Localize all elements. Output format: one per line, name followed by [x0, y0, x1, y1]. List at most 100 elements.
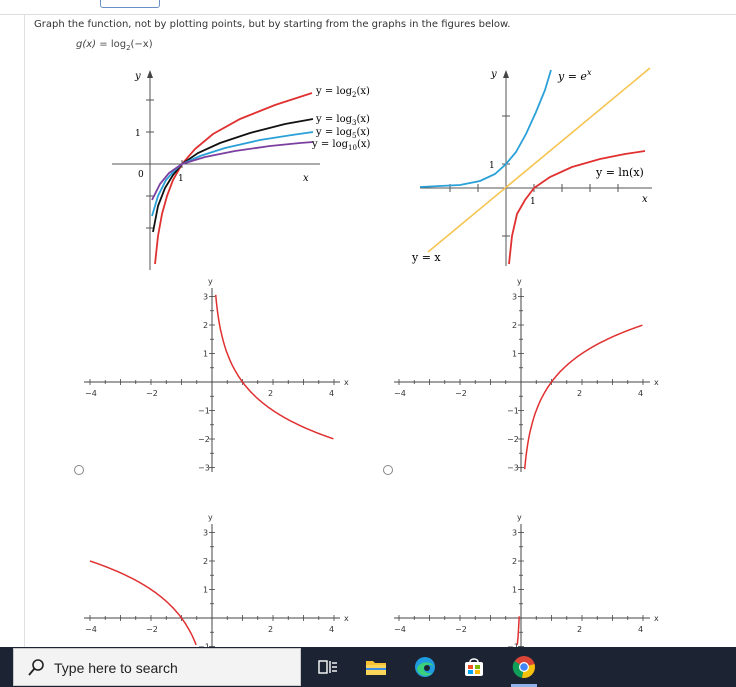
top-bar [0, 0, 736, 15]
y-one-label: 1 [135, 129, 141, 139]
search-placeholder: Type here to search [54, 660, 178, 676]
y-tick-label: −2 [507, 435, 519, 444]
function-expression: g(x) = log2(−x) [76, 39, 153, 52]
option-graph-4: −4 −2 2 4 3 2 1 −1 x y [394, 513, 659, 648]
windows-taskbar: Type here to search [0, 647, 736, 687]
y-tick-label: 2 [512, 557, 517, 566]
x-tick-label: −2 [146, 389, 158, 398]
x-axis-label: x [654, 378, 659, 387]
function-base: 2 [126, 44, 131, 52]
option-1-radio[interactable] [74, 465, 84, 475]
y-tick-label: −2 [198, 435, 210, 444]
file-explorer-icon[interactable] [364, 655, 388, 679]
log-reference-graph: y x 1 0 1 y = log2(x) y = log3(x) y = lo… [112, 70, 370, 270]
edge-browser-icon[interactable] [413, 655, 437, 679]
legend-log10: y = log10(x) [311, 139, 370, 152]
y-axis-label: y [208, 513, 213, 522]
legend-log5: y = log5(x) [315, 127, 370, 140]
y-axis-label: y [517, 513, 522, 522]
ln-curve [508, 150, 646, 265]
origin-label: 0 [138, 170, 144, 180]
y-tick-label: 2 [203, 321, 208, 330]
option-axes: −4 −2 2 4 3 2 1 −1 x y [394, 513, 659, 648]
top-button[interactable] [100, 0, 160, 8]
y-tick-label: −1 [198, 407, 210, 416]
chrome-icon[interactable] [512, 655, 536, 679]
option-2-curve [523, 324, 643, 470]
function-name: g(x) [76, 39, 97, 50]
y-tick-label: 2 [512, 321, 517, 330]
identity-label: y = x [411, 251, 441, 264]
x-axis-label: x [654, 614, 659, 623]
option-3-curve [89, 560, 197, 646]
legend-log3: y = log3(x) [315, 114, 370, 127]
left-border [24, 14, 25, 647]
y-tick-label: −3 [507, 464, 519, 473]
option-4-curve [516, 616, 520, 645]
x-tick-label: −4 [85, 625, 97, 634]
x-tick-label: 4 [329, 389, 334, 398]
x-tick-label: −2 [455, 625, 467, 634]
identity-line [427, 67, 651, 253]
y-tick-label: 1 [512, 586, 517, 595]
function-eq: = log [96, 39, 127, 50]
y-tick-label: −3 [198, 464, 210, 473]
y-axis-label: y [134, 71, 141, 82]
exp-ln-reference-graph: y x 1 1 y = ex y = ln(x) y = x [411, 67, 652, 266]
ln-label: y = ln(x) [595, 166, 644, 179]
y-tick-label: 1 [203, 586, 208, 595]
x-axis-label: x [642, 194, 648, 205]
option-graph-2: −4 −2 2 4 3 2 1 −1 −2 −3 x y [394, 277, 659, 472]
x-tick-label: −4 [85, 389, 97, 398]
exp-curve [419, 69, 552, 188]
question-text: Graph the function, not by plotting poin… [34, 19, 511, 30]
x-tick-label: 4 [638, 625, 643, 634]
chrome-active-indicator [511, 684, 537, 687]
x-tick-label: 2 [577, 389, 582, 398]
x-tick-label: 4 [638, 389, 643, 398]
option-1-curve [214, 294, 334, 440]
log5-curve [151, 131, 314, 217]
option-axes: −4 −2 2 4 3 2 1 −1 −2 −3 x y [84, 277, 349, 472]
x-tick-label: −4 [394, 625, 406, 634]
option-axes: −4 −2 2 4 3 2 1 −1 x y [84, 513, 349, 648]
y-tick-label: 1 [512, 350, 517, 359]
x-axis-label: x [344, 378, 349, 387]
y-tick-label: 3 [512, 293, 517, 302]
store-icon[interactable] [462, 655, 486, 679]
y-axis-label: y [490, 69, 497, 80]
y-tick-label: −1 [198, 643, 210, 649]
x-tick-label: 2 [268, 625, 273, 634]
legend-log2: y = log2(x) [315, 86, 370, 99]
y-tick-label: 3 [203, 293, 208, 302]
x-tick-label: −2 [455, 389, 467, 398]
y-tick-label: −1 [507, 407, 519, 416]
search-icon [28, 659, 44, 676]
y-tick-label: −1 [507, 643, 519, 649]
x-axis-label: x [303, 173, 309, 184]
log10-curve [151, 141, 314, 201]
option-axes: −4 −2 2 4 3 2 1 −1 −2 −3 x y [394, 277, 659, 472]
x-axis-label: x [344, 614, 349, 623]
option-2-radio[interactable] [383, 465, 393, 475]
y-axis-label: y [517, 277, 522, 286]
x-one-label: 1 [530, 197, 536, 207]
x-tick-label: 2 [268, 389, 273, 398]
y-tick-label: 3 [512, 529, 517, 538]
taskbar-search-box[interactable]: Type here to search [13, 648, 301, 686]
log3-curve [152, 118, 314, 233]
y-tick-label: 1 [203, 350, 208, 359]
option-graph-1: −4 −2 2 4 3 2 1 −1 −2 −3 x y [84, 277, 349, 472]
y-tick-label: 2 [203, 557, 208, 566]
x-tick-label: 4 [329, 625, 334, 634]
option-graph-3: −4 −2 2 4 3 2 1 −1 x y [84, 513, 349, 648]
task-view-icon[interactable] [316, 655, 340, 679]
x-tick-label: −4 [394, 389, 406, 398]
y-tick-label: 3 [203, 529, 208, 538]
function-arg: (−x) [130, 39, 153, 50]
x-tick-label: 2 [577, 625, 582, 634]
x-tick-label: −2 [146, 625, 158, 634]
exp-label: y = ex [557, 68, 592, 83]
y-one-label: 1 [489, 161, 495, 171]
x-one-label: 1 [178, 174, 184, 184]
